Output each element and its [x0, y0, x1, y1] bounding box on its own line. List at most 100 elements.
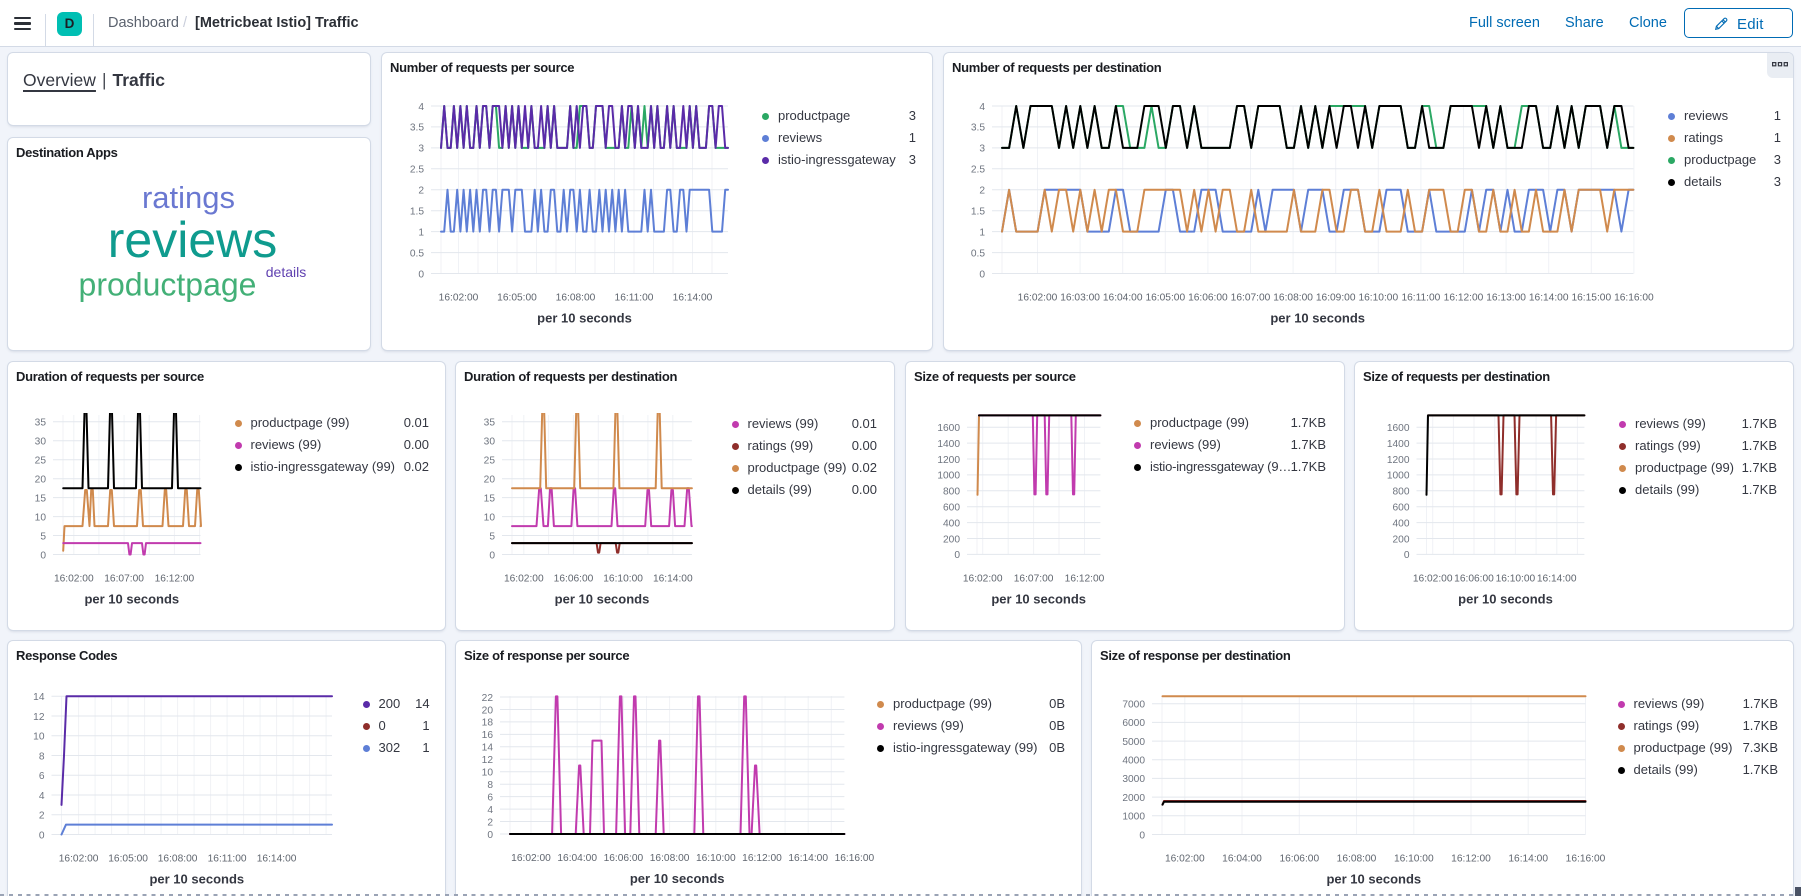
svg-text:16:14:00: 16:14:00 [1529, 293, 1569, 304]
svg-text:15: 15 [35, 493, 47, 504]
svg-text:1000: 1000 [1122, 812, 1145, 823]
svg-text:7000: 7000 [1122, 700, 1145, 711]
svg-text:16: 16 [482, 730, 494, 741]
svg-text:8: 8 [39, 751, 45, 762]
svg-text:16:10:00: 16:10:00 [696, 853, 736, 864]
svg-text:0: 0 [979, 269, 985, 280]
svg-text:5: 5 [40, 531, 46, 542]
svg-text:16:05:00: 16:05:00 [497, 293, 537, 304]
svg-text:16:08:00: 16:08:00 [158, 854, 198, 865]
svg-text:0: 0 [39, 830, 45, 841]
svg-text:0: 0 [40, 550, 46, 561]
svg-text:16:10:00: 16:10:00 [1496, 573, 1536, 584]
svg-text:16:02:00: 16:02:00 [504, 574, 544, 585]
svg-text:16:11:00: 16:11:00 [208, 854, 247, 865]
svg-text:30: 30 [35, 437, 47, 448]
svg-text:1400: 1400 [937, 439, 960, 450]
svg-text:4: 4 [487, 805, 493, 816]
svg-text:1.5: 1.5 [410, 207, 424, 218]
svg-text:2.5: 2.5 [971, 165, 985, 176]
svg-text:18: 18 [482, 718, 494, 729]
svg-text:16:12:00: 16:12:00 [1451, 854, 1491, 865]
svg-text:2.5: 2.5 [410, 165, 424, 176]
svg-text:16:11:00: 16:11:00 [615, 293, 654, 304]
svg-text:16:10:00: 16:10:00 [603, 574, 643, 585]
svg-text:16:02:00: 16:02:00 [54, 574, 94, 585]
svg-text:per 10 seconds: per 10 seconds [149, 872, 244, 887]
svg-text:16:05:00: 16:05:00 [108, 854, 148, 865]
svg-text:16:04:00: 16:04:00 [1103, 293, 1143, 304]
svg-text:600: 600 [943, 503, 960, 514]
svg-text:800: 800 [1393, 487, 1410, 498]
svg-text:16:10:00: 16:10:00 [1394, 854, 1434, 865]
svg-text:16:16:00: 16:16:00 [835, 853, 875, 864]
svg-text:16:14:00: 16:14:00 [653, 574, 693, 585]
svg-text:3000: 3000 [1122, 774, 1145, 785]
svg-text:400: 400 [1393, 518, 1410, 529]
svg-text:per 10 seconds: per 10 seconds [991, 591, 1086, 606]
svg-text:4: 4 [39, 791, 45, 802]
svg-text:14: 14 [33, 692, 45, 703]
svg-text:16:08:00: 16:08:00 [556, 293, 596, 304]
svg-text:2000: 2000 [1122, 793, 1145, 804]
svg-text:10: 10 [33, 732, 45, 743]
svg-text:16:15:00: 16:15:00 [1571, 293, 1611, 304]
svg-text:per 10 seconds: per 10 seconds [630, 871, 725, 886]
svg-text:16:02:00: 16:02:00 [59, 854, 99, 865]
svg-text:8: 8 [487, 780, 493, 791]
svg-text:16:08:00: 16:08:00 [650, 853, 690, 864]
svg-text:3: 3 [979, 144, 985, 155]
svg-text:16:06:00: 16:06:00 [604, 853, 644, 864]
svg-text:16:14:00: 16:14:00 [788, 853, 828, 864]
svg-text:16:07:00: 16:07:00 [1231, 293, 1271, 304]
svg-text:16:14:00: 16:14:00 [1508, 854, 1548, 865]
svg-text:16:05:00: 16:05:00 [1145, 293, 1185, 304]
svg-text:16:12:00: 16:12:00 [1444, 293, 1484, 304]
svg-text:16:02:00: 16:02:00 [1165, 854, 1205, 865]
svg-text:16:07:00: 16:07:00 [1014, 573, 1054, 584]
svg-text:16:06:00: 16:06:00 [1188, 293, 1228, 304]
svg-text:16:03:00: 16:03:00 [1060, 293, 1100, 304]
svg-text:10: 10 [482, 768, 494, 779]
svg-text:1000: 1000 [937, 471, 960, 482]
svg-text:2: 2 [979, 186, 985, 197]
svg-text:22: 22 [482, 693, 494, 704]
svg-text:14: 14 [482, 743, 494, 754]
svg-text:20: 20 [484, 475, 496, 486]
svg-text:6000: 6000 [1122, 718, 1145, 729]
svg-text:3.5: 3.5 [971, 123, 985, 134]
svg-text:16:08:00: 16:08:00 [1273, 293, 1313, 304]
svg-text:4: 4 [418, 102, 424, 113]
svg-text:25: 25 [35, 456, 47, 467]
svg-text:20: 20 [482, 705, 494, 716]
svg-text:0: 0 [1404, 550, 1410, 561]
svg-text:16:12:00: 16:12:00 [155, 574, 195, 585]
svg-text:16:14:00: 16:14:00 [673, 293, 713, 304]
svg-text:16:11:00: 16:11:00 [1401, 293, 1440, 304]
svg-text:16:04:00: 16:04:00 [1222, 854, 1262, 865]
svg-text:12: 12 [482, 755, 494, 766]
svg-text:30: 30 [484, 437, 496, 448]
svg-text:35: 35 [484, 418, 496, 429]
svg-text:800: 800 [943, 487, 960, 498]
svg-text:2: 2 [418, 186, 424, 197]
svg-text:16:13:00: 16:13:00 [1486, 293, 1526, 304]
svg-text:10: 10 [484, 512, 496, 523]
svg-text:0: 0 [954, 550, 960, 561]
svg-text:3.5: 3.5 [410, 123, 424, 134]
svg-text:5000: 5000 [1122, 737, 1145, 748]
svg-text:1400: 1400 [1387, 439, 1410, 450]
svg-text:1200: 1200 [937, 455, 960, 466]
svg-text:16:08:00: 16:08:00 [1337, 854, 1377, 865]
svg-text:16:09:00: 16:09:00 [1316, 293, 1356, 304]
svg-text:1600: 1600 [1387, 423, 1410, 434]
svg-text:200: 200 [943, 534, 960, 545]
svg-text:35: 35 [35, 418, 47, 429]
svg-text:6: 6 [39, 771, 45, 782]
svg-text:2: 2 [39, 811, 45, 822]
svg-text:0: 0 [487, 830, 493, 841]
svg-text:16:04:00: 16:04:00 [557, 853, 597, 864]
svg-text:20: 20 [35, 475, 47, 486]
svg-text:10: 10 [35, 512, 47, 523]
svg-text:1200: 1200 [1387, 455, 1410, 466]
